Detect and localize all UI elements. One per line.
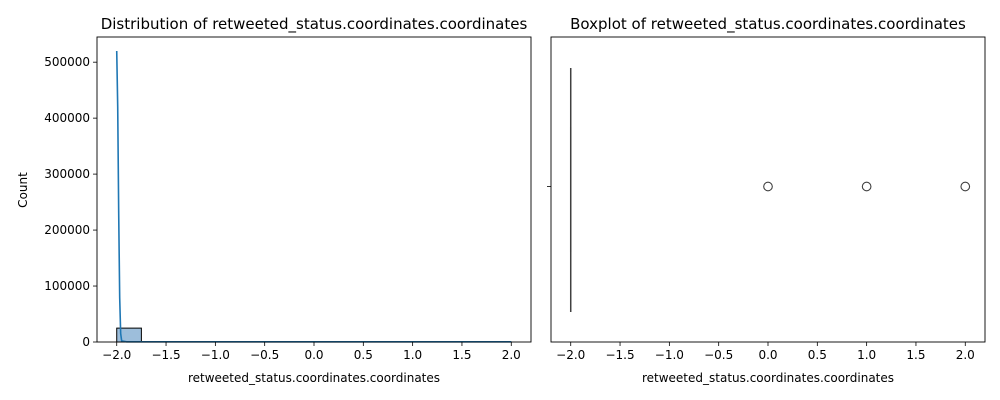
histogram-kde-line bbox=[115, 50, 512, 343]
boxplot-xtick-label: 2.0 bbox=[956, 348, 975, 362]
histogram-xtick-label: −1.0 bbox=[201, 348, 230, 362]
histogram-xtick-label: −0.5 bbox=[250, 348, 279, 362]
boxplot-panel: Boxplot of retweeted_status.coordinates.… bbox=[547, 15, 986, 385]
histogram-ytick-label: 200000 bbox=[44, 223, 90, 237]
histogram-xtick-label: −2.0 bbox=[102, 348, 131, 362]
histogram-xtick-label: 1.0 bbox=[403, 348, 422, 362]
boxplot-outlier bbox=[861, 181, 872, 192]
histogram-ytick-label: 300000 bbox=[44, 167, 90, 181]
histogram-ytick-label: 500000 bbox=[44, 55, 90, 69]
boxplot-outlier bbox=[960, 181, 971, 192]
boxplot-axes-frame bbox=[550, 36, 986, 343]
histogram-xlabel: retweeted_status.coordinates.coordinates bbox=[188, 371, 440, 385]
boxplot-xtick-label: 0.5 bbox=[808, 348, 827, 362]
histogram-title: Distribution of retweeted_status.coordin… bbox=[101, 15, 528, 34]
boxplot-xlabel: retweeted_status.coordinates.coordinates bbox=[642, 371, 894, 385]
histogram-axes-frame bbox=[96, 36, 532, 343]
histogram-xtick-label: 1.5 bbox=[452, 348, 471, 362]
histogram-ytick-label: 400000 bbox=[44, 111, 90, 125]
boxplot-xtick-label: 1.5 bbox=[906, 348, 925, 362]
histogram-xtick-label: 2.0 bbox=[502, 348, 521, 362]
histogram-xtick-label: 0.0 bbox=[304, 348, 323, 362]
boxplot-plot-area: −2.0 −1.5 −1.0 −0.5 0.0 0.5 1.0 1.5 2.0 bbox=[547, 68, 975, 362]
histogram-panel: Distribution of retweeted_status.coordin… bbox=[16, 15, 532, 385]
histogram-xtick-label: 0.5 bbox=[354, 348, 373, 362]
boxplot-xtick-label: 1.0 bbox=[857, 348, 876, 362]
histogram-ylabel: Count bbox=[16, 172, 30, 208]
histogram-ytick-label: 100000 bbox=[44, 279, 90, 293]
histogram-xtick-label: −1.5 bbox=[151, 348, 180, 362]
boxplot-xtick-label: −0.5 bbox=[704, 348, 733, 362]
boxplot-outlier bbox=[763, 181, 773, 192]
histogram-ytick-label: 0 bbox=[82, 335, 90, 349]
boxplot-xtick-label: −1.5 bbox=[605, 348, 634, 362]
boxplot-title: Boxplot of retweeted_status.coordinates.… bbox=[570, 15, 966, 34]
boxplot-xtick-label: −1.0 bbox=[655, 348, 684, 362]
boxplot-xtick-label: −2.0 bbox=[556, 348, 585, 362]
boxplot-xtick-label: 0.0 bbox=[758, 348, 777, 362]
histogram-plot-area: −2.0 −1.5 −1.0 −0.5 0.0 0.5 1.0 1.5 2.0 0 100000 20… bbox=[44, 50, 521, 362]
